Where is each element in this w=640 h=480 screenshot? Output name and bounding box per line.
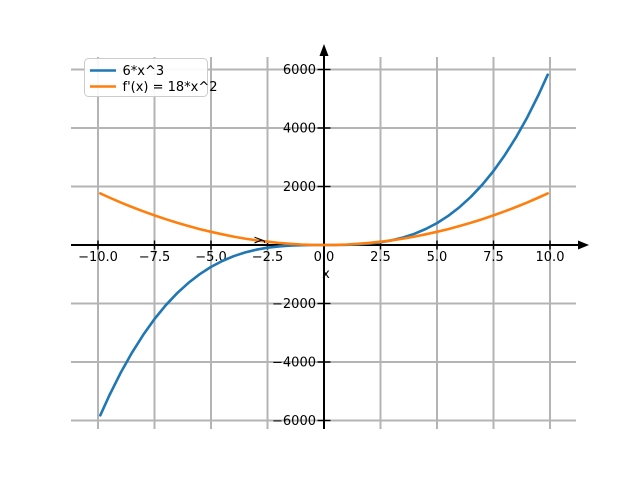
x-tick-label: −10.0: [78, 250, 118, 265]
x-axis-label: x: [322, 267, 330, 282]
tick-label-layer: −10.0−7.5−5.0−2.50.02.55.07.510.0−6000−4…: [78, 63, 564, 429]
x-axis-arrow-icon: [578, 240, 589, 250]
x-tick-label: −2.5: [252, 250, 284, 265]
x-tick-label: −7.5: [139, 250, 171, 265]
y-tick-label: 6000: [283, 63, 316, 78]
x-tick-label: 2.5: [370, 250, 391, 265]
y-tick-label: −2000: [272, 297, 316, 312]
legend: 6*x^3 f'(x) = 18*x^2: [84, 58, 218, 97]
x-tick-label: −5.0: [195, 250, 227, 265]
y-axis-arrow-icon: [319, 44, 329, 56]
legend-label-derivative: f'(x) = 18*x^2: [123, 80, 218, 95]
series-layer: [99, 73, 550, 417]
axis-layer: [71, 44, 589, 429]
y-tick-label: −6000: [272, 414, 316, 429]
y-tick-label: 2000: [283, 180, 316, 195]
x-tick-label: 5.0: [427, 250, 448, 265]
x-tick-label: 7.5: [483, 250, 504, 265]
y-tick-label: −4000: [272, 356, 316, 371]
legend-label-cubic: 6*x^3: [123, 64, 165, 79]
series-line-derivative: [99, 192, 550, 247]
axis-label-layer: x y: [251, 236, 330, 282]
y-tick-label: 4000: [283, 122, 316, 137]
x-tick-label: 10.0: [536, 250, 565, 265]
y-axis-label: y: [251, 236, 266, 244]
